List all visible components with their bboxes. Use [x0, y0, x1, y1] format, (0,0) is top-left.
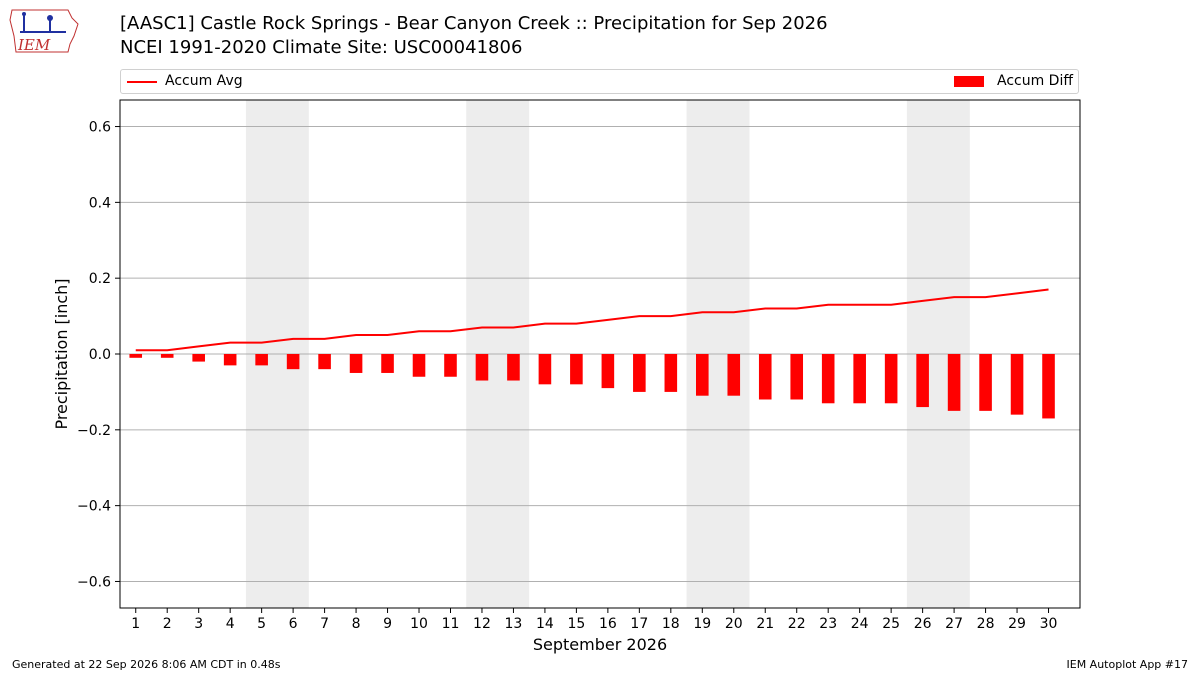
x-tick-label: 7 [320, 616, 329, 632]
x-tick-label: 3 [194, 616, 203, 632]
accum-diff-bar-1 [129, 354, 143, 358]
x-tick-label: 14 [536, 616, 554, 632]
accum-diff-bar-6 [286, 354, 300, 370]
x-tick-label: 23 [819, 616, 837, 632]
x-tick-label: 1 [131, 616, 140, 632]
accum-diff-bar-25 [884, 354, 898, 404]
accum-diff-bar-17 [633, 354, 646, 392]
accum-diff-bar-19 [696, 354, 709, 396]
accum-diff-bar-29 [1010, 354, 1024, 415]
chart-subtitle: NCEI 1991-2020 Climate Site: USC00041806 [120, 37, 523, 58]
x-tick-label: 5 [257, 616, 266, 632]
x-tick-label: 29 [1008, 616, 1026, 632]
x-tick-label: 6 [289, 616, 298, 632]
x-tick-label: 11 [442, 616, 460, 632]
y-tick-label: 0.0 [89, 347, 111, 363]
y-tick-label: −0.4 [77, 499, 111, 515]
x-axis-label: September 2026 [533, 635, 667, 654]
y-tick-label: 0.6 [89, 120, 111, 136]
accum-diff-bar-2 [160, 354, 174, 358]
accum-diff-bar-20 [727, 354, 741, 396]
x-tick-label: 30 [1040, 616, 1058, 632]
x-tick-label: 24 [851, 616, 869, 632]
accum-diff-bar-3 [192, 354, 205, 362]
iem-logo: IEM [9, 9, 79, 54]
accum-diff-bar-30 [1042, 354, 1055, 419]
x-tick-label: 2 [163, 616, 172, 632]
accum-avg-line-group [135, 288, 1049, 352]
y-tick-label: −0.6 [77, 574, 111, 590]
x-tick-label: 22 [788, 616, 806, 632]
accum-diff-bar-23 [821, 354, 835, 404]
legend-label-accum-diff: Accum Diff [996, 73, 1073, 89]
x-tick-label: 28 [977, 616, 995, 632]
accum-diff-bar-7 [318, 354, 331, 370]
x-tick-label: 26 [914, 616, 932, 632]
tick-marks-and-labels: −0.6−0.4−0.20.00.20.40.61 2 3 4 5 6 7 8 9 10 11 12 1… [77, 120, 1057, 632]
accum-diff-bar-4 [223, 354, 237, 366]
y-tick-label: −0.2 [77, 423, 111, 439]
x-tick-label: 18 [662, 616, 680, 632]
accum-diff-bar-24 [853, 354, 866, 404]
x-tick-label: 19 [693, 616, 711, 632]
x-tick-label: 21 [756, 616, 774, 632]
x-tick-label: 10 [410, 616, 428, 632]
x-tick-label: 13 [505, 616, 523, 632]
x-tick-label: 4 [226, 616, 235, 632]
accum-diff-bar-16 [601, 354, 615, 389]
accum-diff-bar-10 [412, 354, 426, 377]
accum-diff-bar-5 [255, 354, 268, 366]
accum-diff-bar-12 [475, 354, 489, 381]
x-tick-label: 15 [567, 616, 585, 632]
accum-diff-bar-11 [444, 354, 457, 377]
x-tick-label: 16 [599, 616, 617, 632]
x-tick-label: 20 [725, 616, 743, 632]
y-tick-label: 0.4 [89, 195, 111, 211]
y-axis-label: Precipitation [inch] [52, 278, 71, 429]
x-tick-label: 17 [630, 616, 648, 632]
accum-diff-bar-26 [916, 354, 929, 408]
x-tick-label: 8 [352, 616, 361, 632]
accum-diff-bar-21 [758, 354, 772, 400]
accum-diff-bar-14 [538, 354, 552, 385]
accum-diff-bar-18 [664, 354, 678, 392]
accum-diff-bar-9 [381, 354, 394, 373]
chart-legend: Accum Avg Accum Diff [120, 69, 1079, 94]
legend-swatch-accum-avg [127, 81, 157, 83]
accum-diff-bar-28 [979, 354, 992, 411]
logo-text: IEM [17, 36, 51, 54]
accum-diff-bar-15 [570, 354, 583, 385]
grid-lines [120, 126, 1080, 582]
chart-title: [AASC1] Castle Rock Springs - Bear Canyo… [120, 13, 828, 34]
accum-diff-bar-27 [947, 354, 961, 411]
footer-app-label: IEM Autoplot App #17 [1066, 658, 1189, 671]
y-tick-label: 0.2 [89, 271, 111, 287]
x-tick-label: 12 [473, 616, 491, 632]
legend-label-accum-avg: Accum Avg [165, 73, 243, 89]
footer-generated-text: Generated at 22 Sep 2026 8:06 AM CDT in … [12, 658, 281, 671]
accum-diff-bar-22 [790, 354, 804, 400]
accum-diff-bar-8 [349, 354, 363, 373]
accum-avg-line [135, 288, 1049, 352]
x-tick-label: 27 [945, 616, 963, 632]
x-tick-label: 9 [383, 616, 392, 632]
legend-swatch-accum-diff [954, 76, 984, 87]
x-tick-label: 25 [882, 616, 900, 632]
accum-diff-bar-13 [507, 354, 520, 381]
accum-diff-bars [129, 354, 1055, 419]
